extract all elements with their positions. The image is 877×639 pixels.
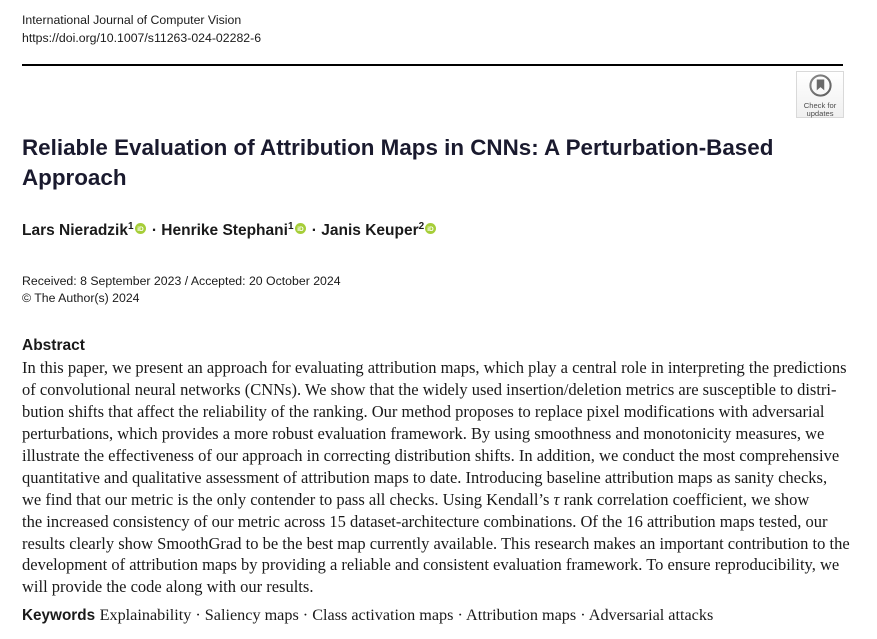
svg-text:iD: iD — [427, 226, 434, 233]
svg-text:iD: iD — [137, 226, 144, 233]
svg-text:iD: iD — [297, 226, 304, 233]
